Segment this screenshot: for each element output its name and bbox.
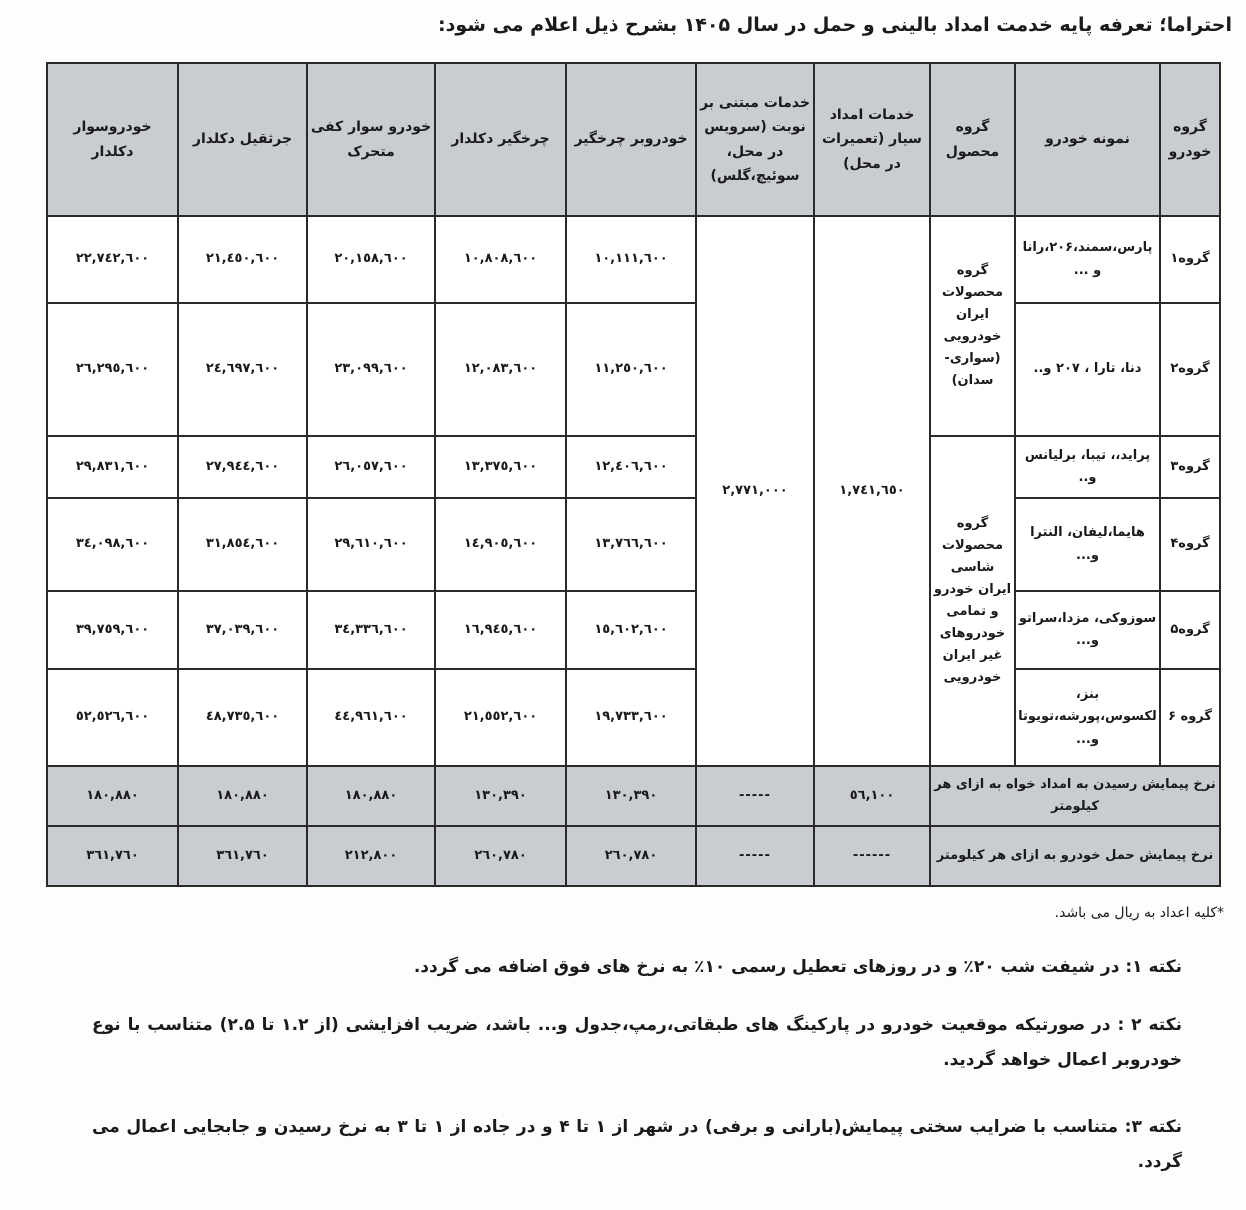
text-cell: نرخ پیمایش رسیدن به امداد خواه به ازای ه… [929, 765, 1221, 827]
text-cell: گروه۳ [1159, 435, 1221, 499]
header-row: گروه خودرو نمونه خودرو گروه محصول خدمات … [46, 62, 1221, 217]
header-cell: گروه خودرو [1159, 62, 1221, 217]
price-cell: ۱۳,۳۷٥,٦۰۰ [434, 435, 567, 499]
text-cell: گروه محصولات ایران خودرویی (سواری-سدان) [929, 215, 1016, 437]
header-cell: نمونه خودرو [1014, 62, 1161, 217]
text-cell: گروه۵ [1159, 590, 1221, 670]
price-cell: ------ [813, 825, 931, 887]
header-cell: گروه محصول [929, 62, 1016, 217]
price-cell: ۱۲,٤۰٦,٦۰۰ [565, 435, 697, 499]
price-cell: ۲٦۰,۷۸۰ [565, 825, 697, 887]
price-cell: ۲۱,٤٥۰,٦۰۰ [177, 215, 308, 304]
text-cell: نرخ پیمایش حمل خودرو به ازای هر کیلومتر [929, 825, 1221, 887]
table-row: گروه۱ پارس،سمند،۲۰۶،رانا و ... گروه محصولا… [46, 215, 1221, 767]
price-cell: ۲۱۲,۸۰۰ [306, 825, 436, 887]
price-cell: ۲٦,۲۹٥,٦۰۰ [46, 302, 179, 437]
km-rate-row: نرخ پیمایش حمل خودرو به ازای هر کیلومتر -… [46, 825, 1221, 887]
text-cell: پراید،، تیبا، برلیانس و.. [1014, 435, 1161, 499]
price-cell: ٤۸,۷۳٥,٦۰۰ [177, 668, 308, 767]
text-cell: سوزوکی، مزدا،سراتو و... [1014, 590, 1161, 670]
price-cell: ۳٤,۰۹۸,٦۰۰ [46, 497, 179, 592]
text-cell: گروه۴ [1159, 497, 1221, 592]
header-cell: جرثقیل دکلدار [177, 62, 308, 217]
table-row: گروه۲ دنا، تارا ، ۲۰۷ و.. ۱۱,۲٥۰,٦۰۰ ۱۲,۰۸۳… [46, 302, 1221, 437]
price-cell: ۱۳,۷٦٦,٦۰۰ [565, 497, 697, 592]
price-cell: ۲۰,۱٥۸,٦۰۰ [306, 215, 436, 304]
price-cell: ۳۱,۸٥٤,٦۰۰ [177, 497, 308, 592]
price-cell: ----- [695, 765, 815, 827]
price-cell: ۱,۷٤۱,٦٥۰ [813, 215, 931, 767]
price-cell: ۱۳۰,۳۹۰ [434, 765, 567, 827]
price-cell: ۱٥,٦۰۲,٦۰۰ [565, 590, 697, 670]
price-cell: ٥۲,٥۲٦,٦۰۰ [46, 668, 179, 767]
price-cell: ----- [695, 825, 815, 887]
page-title: احتراما؛ تعرفه پایه خدمت امداد بالینی و … [438, 14, 1232, 36]
table-row: گروه۵ سوزوکی، مزدا،سراتو و... ۱٥,٦۰۲,٦۰۰ ۱٦… [46, 590, 1221, 670]
text-cell: گروه۱ [1159, 215, 1221, 304]
price-cell: ۳۷,۰۳۹,٦۰۰ [177, 590, 308, 670]
price-cell: ۳٤,۳۳٦,٦۰۰ [306, 590, 436, 670]
price-cell: ۱۸۰,۸۸۰ [306, 765, 436, 827]
note-2: نکته ۲ : در صورتیکه موقعیت خودرو در پارک… [92, 1015, 1182, 1070]
price-cell: ۲٦۰,۷۸۰ [434, 825, 567, 887]
price-cell: ۱۱,۲٥۰,٦۰۰ [565, 302, 697, 437]
price-cell: ۲۹,٦۱۰,٦۰۰ [306, 497, 436, 592]
price-cell: ۱۰,۸۰۸,٦۰۰ [434, 215, 567, 304]
note-1: نکته ۱: در شیفت شب ۲۰٪ و در روزهای تعطیل… [413, 957, 1182, 977]
price-cell: ۲٤,٦۹۷,٦۰۰ [177, 302, 308, 437]
price-cell: ۱۳۰,۳۹۰ [565, 765, 697, 827]
header-cell: خدمات مبتنی بر نوبت (سرویس در محل، سوئیچ… [695, 62, 815, 217]
header-cell: خودروسوار دکلدار [46, 62, 179, 217]
price-cell: ۳۹,۷٥۹,٦۰۰ [46, 590, 179, 670]
table-row: گروه۳ پراید،، تیبا، برلیانس و.. گروه محصول… [46, 435, 1221, 767]
table-row: گروه۴ هایما،لیفان، النترا و... ۱۳,۷٦٦,٦۰۰ ۱… [46, 497, 1221, 592]
price-cell: ٥٦,۱۰۰ [813, 765, 931, 827]
text-cell: دنا، تارا ، ۲۰۷ و.. [1014, 302, 1161, 437]
price-cell: ۳٦۱,۷٦۰ [177, 825, 308, 887]
header-cell: خودروبر چرخگیر [565, 62, 697, 217]
price-cell: ۲۹,۸۳۱,٦۰۰ [46, 435, 179, 499]
price-cell: ۱٦,۹٤٥,٦۰۰ [434, 590, 567, 670]
table-row: گروه ۶ بنز، لکسوس،پورشه،تویوتا و... ۱۹,۷۳۳… [46, 668, 1221, 767]
header-cell: چرخگیر دکلدار [434, 62, 567, 217]
price-cell: ۱۸۰,۸۸۰ [46, 765, 179, 827]
price-cell: ۱٤,۹۰٥,٦۰۰ [434, 497, 567, 592]
header-cell: خدمات امداد سیار (تعمیرات در محل) [813, 62, 931, 217]
price-cell: ۱۰,۱۱۱,٦۰۰ [565, 215, 697, 304]
tariff-table: گروه خودرو نمونه خودرو گروه محصول خدمات … [46, 62, 1221, 887]
price-cell: ۲۳,۰۹۹,٦۰۰ [306, 302, 436, 437]
text-cell: هایما،لیفان، النترا و... [1014, 497, 1161, 592]
text-cell: گروه محصولات شاسی ایران خودرو و تمامی خو… [929, 435, 1016, 767]
price-cell: ٤٤,۹٦۱,٦۰۰ [306, 668, 436, 767]
header-cell: خودرو سوار کفی متحرک [306, 62, 436, 217]
km-rate-row: نرخ پیمایش رسیدن به امداد خواه به ازای ه… [46, 765, 1221, 827]
text-cell: گروه ۶ [1159, 668, 1221, 767]
price-cell: ۳٦۱,۷٦۰ [46, 825, 179, 887]
note-3: نکته ۳: متناسب با ضرایب سختی پیمایش(بارا… [92, 1117, 1182, 1172]
text-cell: گروه۲ [1159, 302, 1221, 437]
price-cell: ۲,۷۷۱,۰۰۰ [695, 215, 815, 767]
price-cell: ۱۹,۷۳۳,٦۰۰ [565, 668, 697, 767]
footnote: *کلیه اعداد به ریال می باشد. [1054, 905, 1224, 921]
price-cell: ۲٦,۰٥۷,٦۰۰ [306, 435, 436, 499]
price-cell: ۱۲,۰۸۳,٦۰۰ [434, 302, 567, 437]
price-cell: ۲۷,۹٤٤,٦۰۰ [177, 435, 308, 499]
price-cell: ۱۸۰,۸۸۰ [177, 765, 308, 827]
price-cell: ۲۱,٥٥۲,٦۰۰ [434, 668, 567, 767]
price-cell: ۲۲,۷٤۲,٦۰۰ [46, 215, 179, 304]
text-cell: بنز، لکسوس،پورشه،تویوتا و... [1014, 668, 1161, 767]
text-cell: پارس،سمند،۲۰۶،رانا و ... [1014, 215, 1161, 304]
